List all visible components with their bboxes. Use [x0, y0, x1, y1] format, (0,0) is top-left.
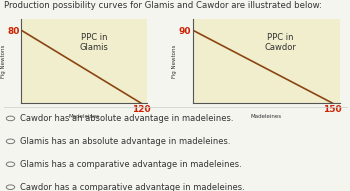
Text: Cawdor has a comparative advantage in madeleines.: Cawdor has a comparative advantage in ma… [20, 183, 245, 191]
Text: PPC in
Glamis: PPC in Glamis [80, 33, 108, 52]
Y-axis label: Fig Newtons: Fig Newtons [172, 45, 177, 78]
Text: Production possibility curves for Glamis and Cawdor are illustrated below:: Production possibility curves for Glamis… [4, 1, 322, 10]
Text: Cawdor has an absolute advantage in madeleines.: Cawdor has an absolute advantage in made… [20, 114, 234, 123]
X-axis label: Madeleines: Madeleines [69, 113, 99, 119]
X-axis label: Madeleines: Madeleines [251, 113, 281, 119]
Text: Glamis has an absolute advantage in madeleines.: Glamis has an absolute advantage in made… [20, 137, 231, 146]
Text: PPC in
Cawdor: PPC in Cawdor [265, 33, 297, 52]
Y-axis label: Fig Newtons: Fig Newtons [1, 45, 6, 78]
Text: Glamis has a comparative advantage in madeleines.: Glamis has a comparative advantage in ma… [20, 160, 242, 169]
